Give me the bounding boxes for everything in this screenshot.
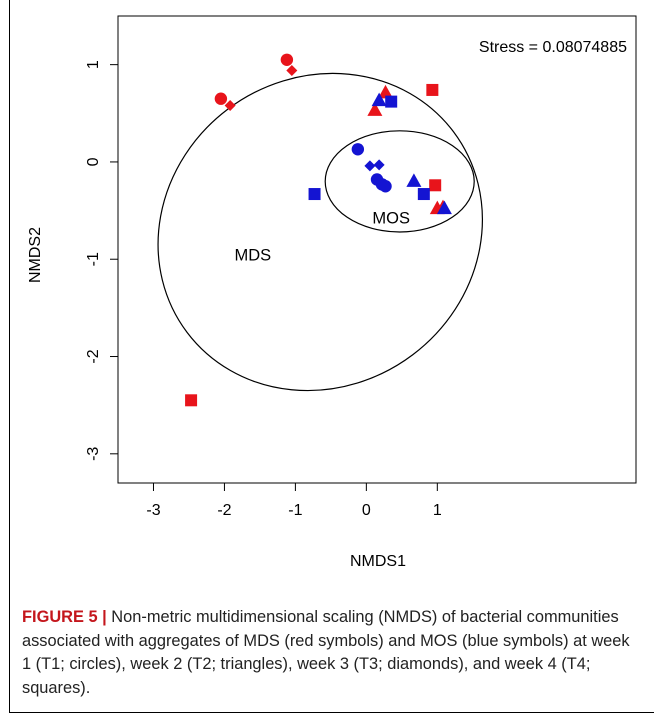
y-tick-label: 0 [85, 157, 102, 166]
data-point-mds-circle [214, 92, 228, 105]
nmds-plot: -3 -2 -1 0 1 -3 -2 -1 0 1 Stress = 0.08074885 MD… [27, 15, 637, 570]
figure-frame [9, 0, 654, 713]
x-axis-label: NMDS1 [350, 553, 406, 570]
data-point-mos-triangle [406, 173, 422, 187]
data-point-mos-square [308, 188, 321, 201]
data-point-mds-diamond [224, 100, 236, 112]
plot-area [117, 15, 637, 484]
data-point-mds-square [429, 179, 442, 192]
data-point-mds-square [185, 394, 198, 407]
caption-text: Non-metric multidimensional scaling (NMD… [22, 608, 630, 697]
points-layer [185, 53, 452, 407]
data-point-mos-circle [379, 180, 392, 193]
x-tick-label: -3 [146, 502, 160, 519]
y-tick-label: -2 [85, 349, 102, 363]
data-point-mos-triangle [371, 92, 387, 107]
y-axis-label: NMDS2 [27, 227, 44, 283]
x-tick-label: 0 [362, 502, 371, 519]
data-point-mos-diamond [373, 159, 385, 171]
confidence-ellipse-mos [324, 130, 475, 233]
confidence-ellipse-mds [157, 72, 483, 392]
data-point-mos-diamond [364, 160, 376, 172]
data-point-mos-circle [351, 143, 365, 156]
data-point-mds-triangle [367, 102, 383, 116]
data-point-mds-circle [280, 53, 294, 66]
group-label-mds: MDS [234, 246, 271, 264]
data-point-mos-square [385, 95, 398, 108]
stress-annotation: Stress = 0.08074885 [479, 39, 627, 56]
data-point-mos-square [417, 188, 430, 201]
data-point-mds-diamond [286, 64, 298, 76]
data-point-mds-triangle [378, 84, 394, 99]
x-tick-label: 1 [433, 502, 442, 519]
y-axis: -3 -2 -1 0 1 [85, 60, 119, 461]
data-point-mos-triangle [436, 200, 452, 215]
x-tick-label: -2 [217, 502, 231, 519]
y-tick-label: 1 [85, 60, 102, 69]
data-point-mds-square [426, 83, 439, 96]
ellipse-layer [157, 72, 483, 392]
group-label-mos: MOS [372, 209, 410, 227]
figure-caption: FIGURE 5 | Non-metric multidimensional s… [22, 606, 637, 700]
y-tick-label: -1 [85, 252, 102, 266]
figure-label: FIGURE 5 | [22, 608, 107, 626]
x-axis: -3 -2 -1 0 1 [146, 482, 442, 519]
x-tick-label: -1 [288, 502, 302, 519]
y-tick-label: -3 [85, 447, 102, 461]
